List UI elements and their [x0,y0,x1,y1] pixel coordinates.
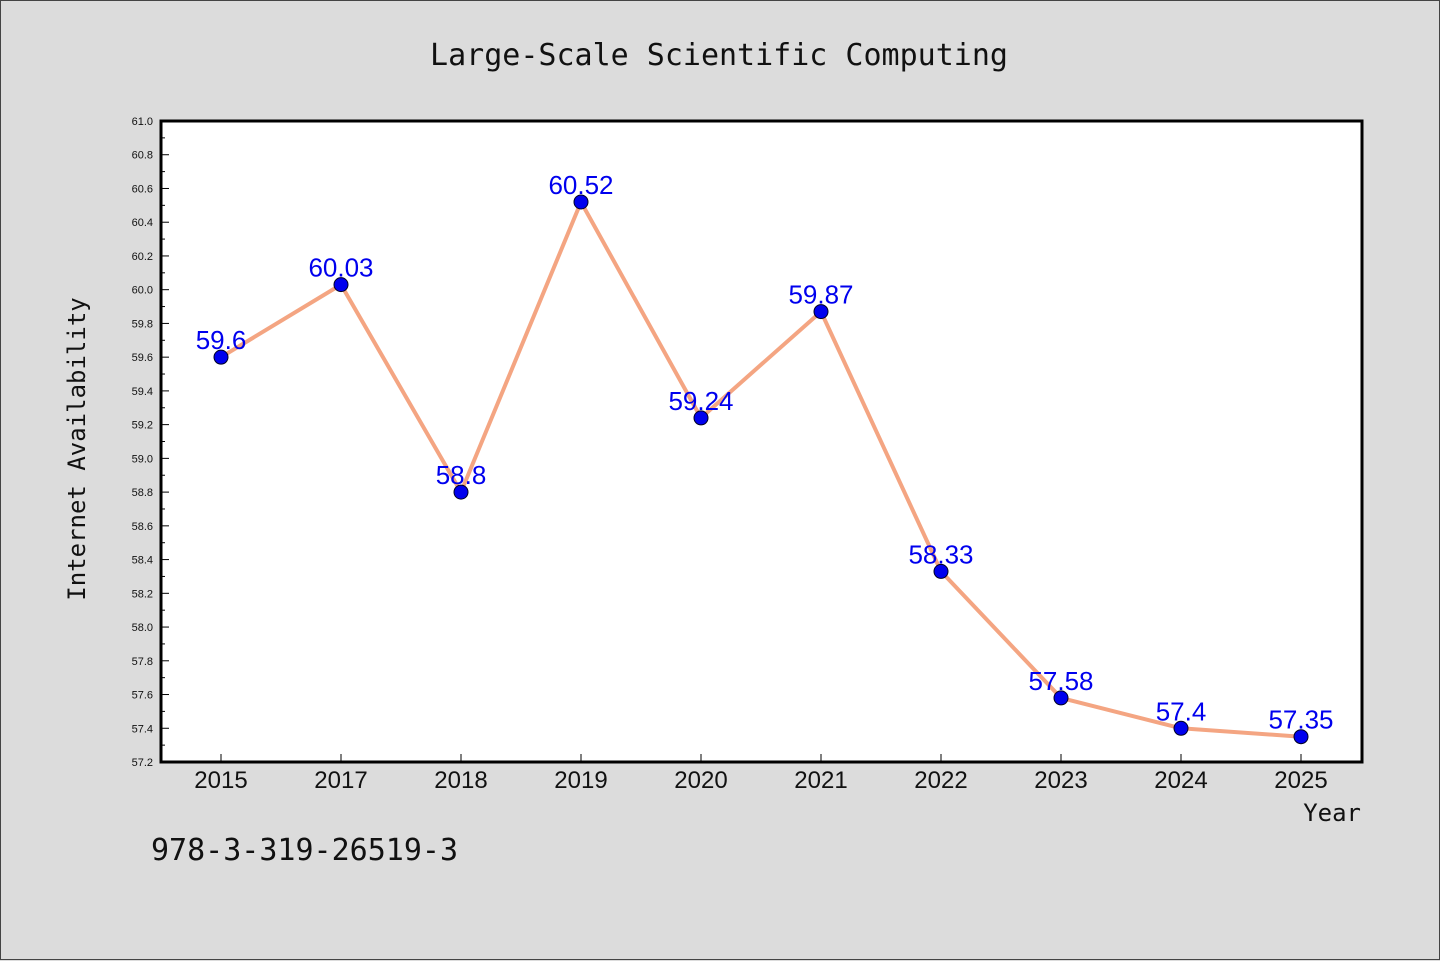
x-tick-label: 2024 [1154,767,1207,794]
y-tick-label: 59.0 [132,453,153,465]
data-point [453,484,469,500]
x-tick-label: 2020 [674,767,727,794]
series-line [219,199,1302,739]
data-point [693,410,709,426]
x-tick-label: 2021 [794,767,847,794]
y-tick-label: 58.0 [132,622,153,634]
data-labels: 59.6 60.03 58.8 60.52 59.24 59.87 58.33 57.58 57… [196,170,1334,735]
y-tick-label: 57.4 [132,723,153,735]
data-point [933,563,949,579]
x-tick-label: 2022 [914,767,967,794]
y-tick-label: 61.0 [132,116,153,128]
y-tick-label: 58.2 [132,588,153,600]
data-label: 57.35 [1268,705,1333,735]
data-label: 57.4 [1156,696,1207,726]
y-tick-label: 60.0 [132,285,153,297]
data-label: 57.58 [1028,666,1093,696]
x-axis: 2015 2017 2018 2019 2020 2021 2022 2023 2024 2025 [194,754,1328,794]
y-axis: 57.2 57.4 57.6 57.8 58.0 58.2 58.4 58.6 58.8 59.0… [132,116,169,769]
y-tick-label: 60.2 [132,251,153,263]
data-point [333,277,349,293]
data-point [573,194,589,210]
y-tick-label: 58.6 [132,521,153,533]
plot-area [159,119,1364,764]
y-tick-label: 57.8 [132,656,153,668]
data-point [213,349,229,365]
y-tick-label: 57.2 [132,757,153,769]
x-tick-label: 2025 [1274,767,1327,794]
x-tick-label: 2017 [314,767,367,794]
y-tick-label: 60.6 [132,183,153,195]
data-label: 60.52 [548,170,613,200]
data-label: 59.87 [788,280,853,310]
data-label: 59.24 [668,386,733,416]
data-point [813,304,829,320]
y-tick-label: 57.6 [132,690,153,702]
x-tick-label: 2015 [194,767,247,794]
y-tick-label: 60.4 [132,217,153,229]
x-tick-label: 2023 [1034,767,1087,794]
y-tick-label: 60.8 [132,150,153,162]
y-tick-label: 58.4 [132,555,153,567]
data-label: 60.03 [308,253,373,283]
y-tick-label: 59.4 [132,386,153,398]
chart-title: Large-Scale Scientific Computing [430,38,1008,73]
y-axis-label: Internet Availability [63,297,91,600]
y-tick-label: 59.8 [132,318,153,330]
x-axis-label: Year [1303,799,1361,827]
y-tick-label: 59.2 [132,420,153,432]
footnote-isbn: 978-3-319-26519-3 [151,833,459,868]
data-point [1173,720,1189,736]
data-label: 58.8 [436,460,487,490]
x-tick-label: 2019 [554,767,607,794]
data-markers [213,194,1309,745]
y-tick-label: 59.6 [132,352,153,364]
data-label: 59.6 [196,325,247,355]
y-tick-label: 58.8 [132,487,153,499]
data-point [1053,690,1069,706]
data-label: 58.33 [908,539,973,569]
x-tick-label: 2018 [434,767,487,794]
data-point [1293,729,1309,745]
